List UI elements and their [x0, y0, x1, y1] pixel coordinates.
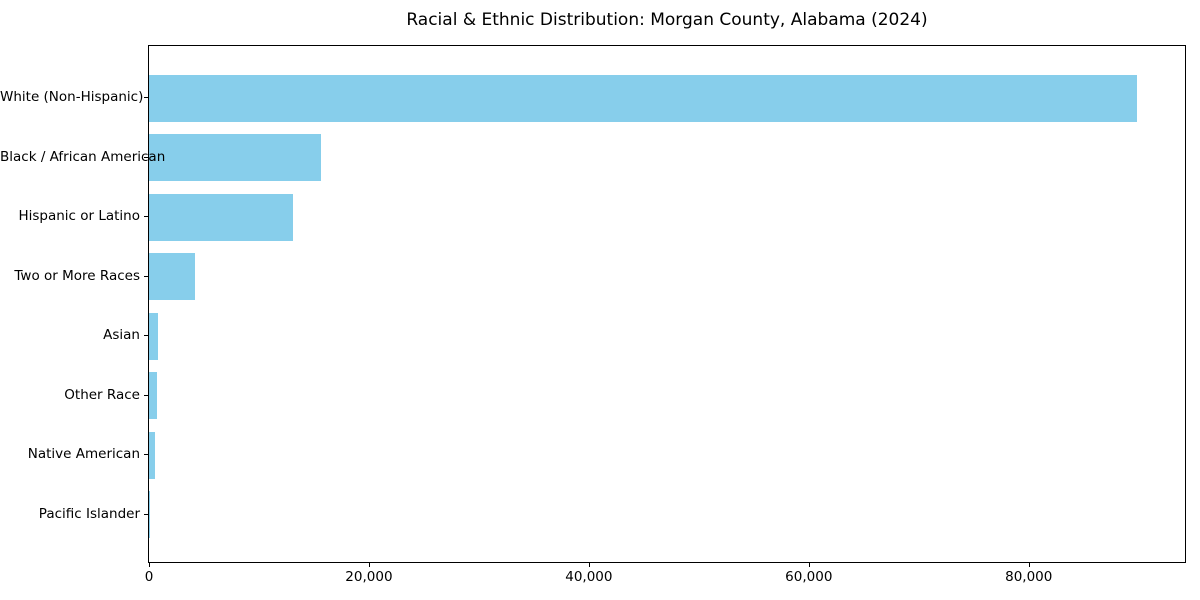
bar-asian — [149, 312, 159, 360]
bar-two-or-more-races — [149, 253, 196, 301]
y-tick-label: White (Non-Hispanic) — [0, 89, 144, 105]
chart-title: Racial & Ethnic Distribution: Morgan Cou… — [406, 10, 928, 30]
bar-white-non-hispanic — [149, 74, 1138, 122]
y-tick-label: Hispanic or Latino — [18, 208, 140, 225]
bar-native-american — [149, 431, 155, 479]
y-tick-mark — [144, 97, 148, 98]
y-tick-mark — [144, 454, 148, 456]
y-tick-label: Asian — [103, 327, 140, 344]
y-tick-mark — [144, 275, 148, 277]
y-tick-label: Native American — [27, 446, 140, 463]
x-tick-mark — [1028, 563, 1030, 567]
y-tick-label: Other Race — [64, 386, 140, 403]
x-tick-label: 60,000 — [785, 569, 833, 585]
y-tick-mark — [144, 335, 148, 337]
y-tick-mark — [144, 156, 148, 158]
x-tick-mark — [368, 563, 370, 567]
bar-hispanic-or-latino — [149, 193, 294, 241]
bar-other-race — [149, 372, 157, 420]
x-tick-mark — [588, 563, 590, 567]
y-tick-mark — [144, 513, 148, 515]
x-tick-mark — [808, 563, 810, 567]
bar-pacific-islander — [149, 491, 150, 539]
x-tick-label: 20,000 — [345, 569, 393, 585]
bar-black-african-american — [149, 134, 321, 182]
x-tick-label: 80,000 — [1005, 569, 1053, 585]
y-tick-mark — [144, 394, 148, 396]
y-tick-mark — [144, 216, 148, 218]
x-tick-mark — [149, 563, 150, 567]
y-tick-label: Pacific Islander — [38, 505, 140, 522]
x-tick-label: 40,000 — [565, 569, 613, 585]
plot-area — [148, 45, 1186, 563]
x-tick-label: 0 — [144, 569, 154, 585]
y-tick-label: Two or More Races — [14, 267, 140, 284]
y-tick-label: Black / African American — [0, 148, 166, 165]
